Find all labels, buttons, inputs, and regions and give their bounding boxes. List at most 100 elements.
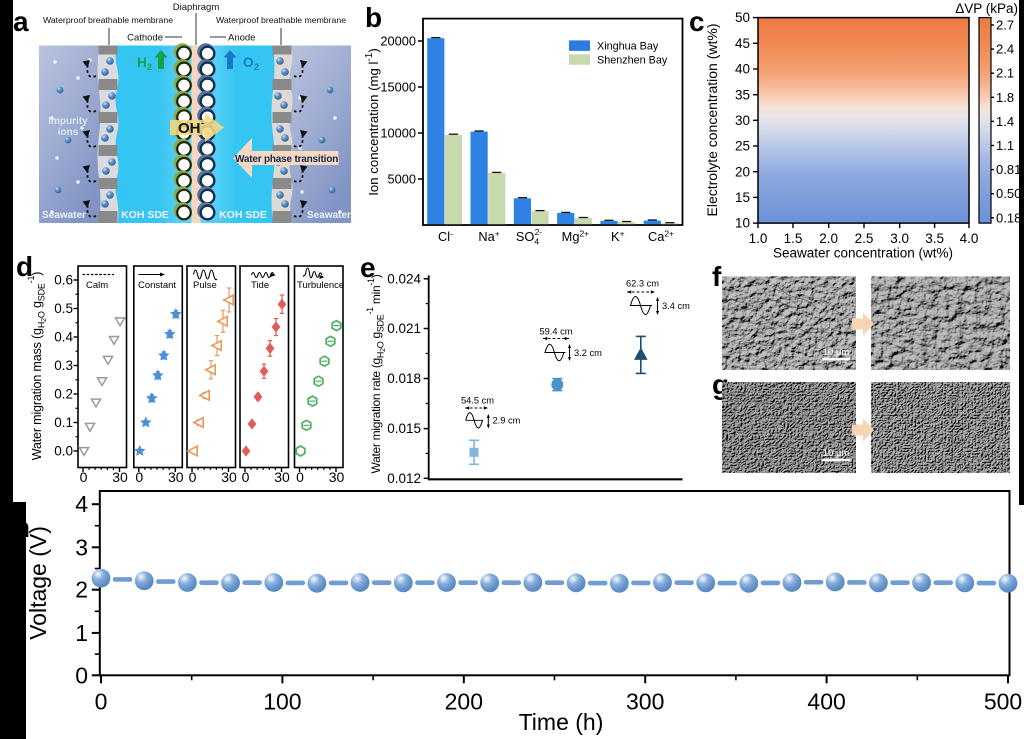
svg-text:15000: 15000 bbox=[380, 80, 416, 95]
svg-text:0.021: 0.021 bbox=[387, 321, 421, 336]
svg-text:0.1: 0.1 bbox=[54, 415, 73, 430]
svg-text:1.8: 1.8 bbox=[996, 90, 1014, 105]
svg-text:0.015: 0.015 bbox=[387, 421, 421, 436]
svg-text:45: 45 bbox=[735, 36, 750, 51]
svg-text:25: 25 bbox=[735, 139, 750, 154]
svg-text:30: 30 bbox=[112, 469, 128, 485]
svg-text:Waterproof breathable membrane: Waterproof breathable membrane bbox=[216, 15, 346, 25]
svg-text:1.4: 1.4 bbox=[996, 114, 1014, 129]
svg-text:Anode: Anode bbox=[228, 33, 255, 44]
svg-text:0: 0 bbox=[75, 662, 88, 688]
svg-text:0: 0 bbox=[189, 469, 197, 485]
svg-text:2.4: 2.4 bbox=[996, 42, 1014, 57]
svg-text:1: 1 bbox=[75, 620, 88, 646]
svg-text:30: 30 bbox=[329, 469, 345, 485]
svg-text:Tide: Tide bbox=[251, 280, 269, 291]
svg-text:Water migration mass (gH2O gSD: Water migration mass (gH2O gSDE-1) bbox=[26, 272, 48, 461]
svg-text:0: 0 bbox=[242, 469, 250, 485]
svg-text:Time (h): Time (h) bbox=[519, 709, 604, 735]
svg-text:15: 15 bbox=[735, 190, 750, 205]
svg-text:2: 2 bbox=[147, 62, 152, 72]
svg-text:0.024: 0.024 bbox=[387, 271, 421, 286]
svg-text:-: - bbox=[201, 118, 204, 128]
svg-text:10: 10 bbox=[735, 216, 750, 231]
svg-text:O: O bbox=[243, 55, 254, 70]
svg-text:ΔVP (kPa): ΔVP (kPa) bbox=[955, 1, 1018, 16]
svg-text:30: 30 bbox=[274, 469, 290, 485]
svg-text:Na+: Na+ bbox=[478, 229, 499, 245]
svg-text:2.9 cm: 2.9 cm bbox=[493, 416, 521, 426]
svg-text:Seawater: Seawater bbox=[307, 210, 351, 221]
svg-text:0.18: 0.18 bbox=[996, 210, 1021, 225]
svg-text:20000: 20000 bbox=[380, 34, 416, 49]
svg-text:0.3: 0.3 bbox=[54, 358, 73, 373]
svg-text:3.0: 3.0 bbox=[890, 231, 909, 246]
svg-text:3.5: 3.5 bbox=[925, 231, 944, 246]
svg-text:2.1: 2.1 bbox=[996, 66, 1014, 81]
svg-text:62.3 cm: 62.3 cm bbox=[626, 279, 659, 289]
svg-text:Electrolyte concentration (wt%: Electrolyte concentration (wt%) bbox=[704, 24, 720, 217]
svg-text:30: 30 bbox=[735, 113, 750, 128]
svg-text:SO42-: SO42- bbox=[516, 227, 542, 247]
svg-text:Seawater: Seawater bbox=[42, 210, 86, 221]
svg-text:40: 40 bbox=[735, 62, 750, 77]
svg-text:0.2: 0.2 bbox=[54, 387, 73, 402]
svg-text:50: 50 bbox=[735, 10, 750, 25]
svg-text:K+: K+ bbox=[611, 229, 625, 245]
svg-text:Shenzhen Bay: Shenzhen Bay bbox=[597, 54, 668, 66]
svg-text:0.6: 0.6 bbox=[54, 273, 73, 288]
svg-text:0.4: 0.4 bbox=[54, 330, 73, 345]
svg-text:1.5: 1.5 bbox=[784, 231, 803, 246]
svg-text:0.50: 0.50 bbox=[996, 186, 1021, 201]
svg-text:OH: OH bbox=[178, 120, 201, 137]
svg-text:Water phase transition: Water phase transition bbox=[235, 154, 338, 165]
svg-text:Waterproof breathable membrane: Waterproof breathable membrane bbox=[43, 15, 173, 25]
svg-text:2.0: 2.0 bbox=[819, 231, 838, 246]
svg-text:54.5 cm: 54.5 cm bbox=[461, 396, 494, 406]
svg-text:2: 2 bbox=[254, 62, 259, 72]
svg-text:400: 400 bbox=[807, 688, 845, 714]
svg-text:Pulse: Pulse bbox=[193, 280, 217, 291]
svg-text:Xinghua Bay: Xinghua Bay bbox=[597, 41, 659, 53]
svg-text:10 μm: 10 μm bbox=[823, 448, 850, 459]
svg-text:2.5: 2.5 bbox=[855, 231, 874, 246]
svg-text:0: 0 bbox=[135, 469, 143, 485]
svg-text:3.2 cm: 3.2 cm bbox=[574, 348, 602, 358]
svg-text:2.7: 2.7 bbox=[996, 18, 1014, 33]
svg-text:10 μm: 10 μm bbox=[823, 347, 850, 358]
svg-text:4: 4 bbox=[75, 491, 88, 517]
svg-text:20: 20 bbox=[735, 164, 750, 179]
svg-text:0.012: 0.012 bbox=[387, 471, 421, 486]
svg-text:5000: 5000 bbox=[388, 172, 416, 187]
svg-text:Ion concentration (mg l-1): Ion concentration (mg l-1) bbox=[364, 48, 381, 195]
svg-text:H: H bbox=[137, 55, 147, 70]
svg-text:0.81: 0.81 bbox=[996, 162, 1021, 177]
svg-text:500: 500 bbox=[984, 688, 1022, 714]
svg-text:0.018: 0.018 bbox=[387, 371, 421, 386]
svg-text:Seawater concentration (wt%): Seawater concentration (wt%) bbox=[773, 246, 953, 261]
svg-text:Ca2+: Ca2+ bbox=[648, 229, 674, 245]
svg-text:10000: 10000 bbox=[380, 126, 416, 141]
svg-text:3.4 cm: 3.4 cm bbox=[662, 301, 690, 311]
svg-text:1.1: 1.1 bbox=[996, 138, 1014, 153]
svg-text:30: 30 bbox=[168, 469, 184, 485]
svg-text:Mg2+: Mg2+ bbox=[562, 229, 590, 245]
svg-text:35: 35 bbox=[735, 87, 750, 102]
svg-text:Cl-: Cl- bbox=[438, 229, 453, 245]
svg-text:Calm: Calm bbox=[86, 280, 108, 291]
svg-text:0: 0 bbox=[80, 469, 88, 485]
svg-text:300: 300 bbox=[626, 688, 664, 714]
svg-text:1.0: 1.0 bbox=[749, 231, 768, 246]
svg-text:0: 0 bbox=[95, 688, 108, 714]
svg-text:0.5: 0.5 bbox=[54, 301, 73, 316]
svg-text:3: 3 bbox=[75, 534, 88, 560]
svg-text:0.0: 0.0 bbox=[54, 444, 73, 459]
svg-text:KOH SDE: KOH SDE bbox=[121, 209, 169, 221]
svg-text:4.0: 4.0 bbox=[960, 231, 979, 246]
svg-text:100: 100 bbox=[263, 688, 301, 714]
svg-text:Diaphragm: Diaphragm bbox=[173, 2, 220, 13]
svg-text:Cathode: Cathode bbox=[127, 33, 163, 44]
svg-text:Voltage (V): Voltage (V) bbox=[25, 526, 51, 640]
svg-text:ions: ions bbox=[58, 127, 79, 138]
svg-text:Constant: Constant bbox=[138, 280, 176, 291]
